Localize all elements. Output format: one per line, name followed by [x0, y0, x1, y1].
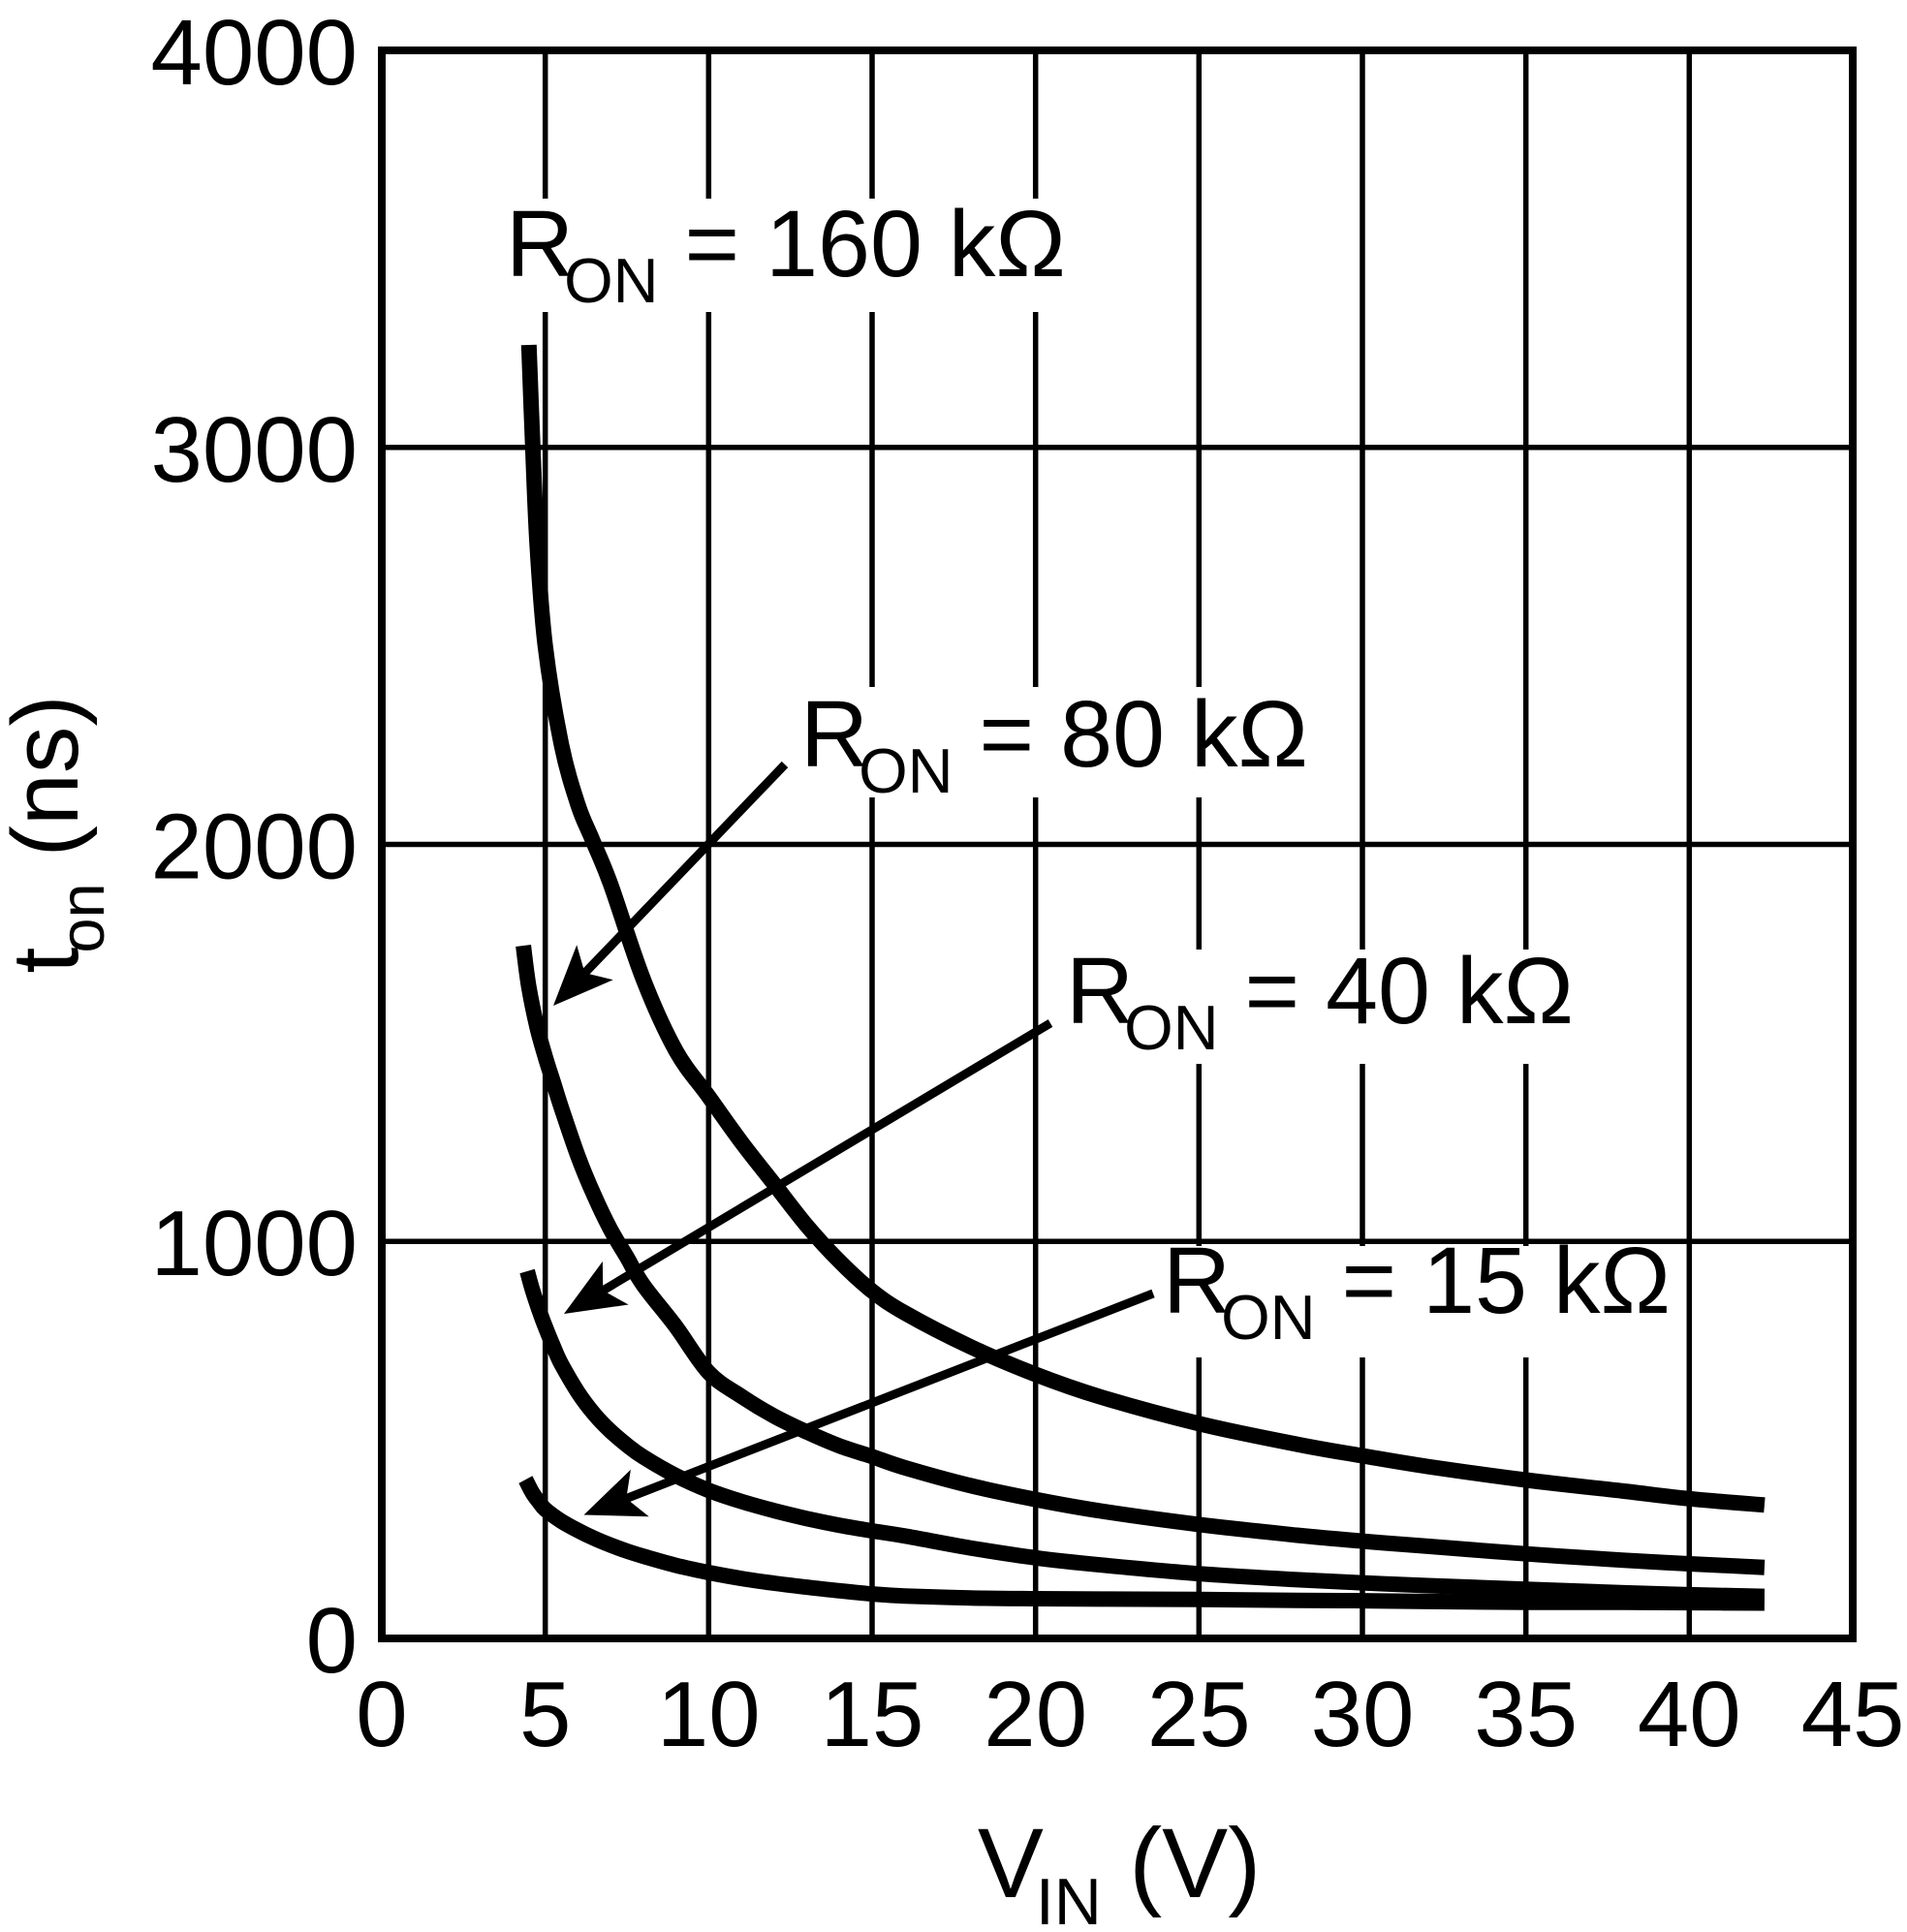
svg-text:5: 5	[519, 1663, 571, 1766]
svg-text:3000: 3000	[150, 398, 358, 502]
svg-text:30: 30	[1311, 1663, 1415, 1766]
svg-text:15: 15	[821, 1663, 924, 1766]
svg-text:2000: 2000	[150, 795, 358, 899]
svg-text:0: 0	[306, 1589, 358, 1693]
svg-text:4000: 4000	[150, 1, 358, 105]
svg-text:VIN (V): VIN (V)	[978, 1808, 1261, 1932]
svg-text:10: 10	[657, 1663, 761, 1766]
svg-text:20: 20	[984, 1663, 1087, 1766]
svg-text:0: 0	[356, 1663, 407, 1766]
svg-text:RON = 40 kΩ: RON = 40 kΩ	[1066, 938, 1574, 1063]
svg-text:40: 40	[1638, 1663, 1741, 1766]
svg-text:35: 35	[1474, 1663, 1578, 1766]
svg-text:1000: 1000	[150, 1192, 358, 1295]
svg-text:45: 45	[1801, 1663, 1905, 1766]
svg-text:25: 25	[1147, 1663, 1251, 1766]
